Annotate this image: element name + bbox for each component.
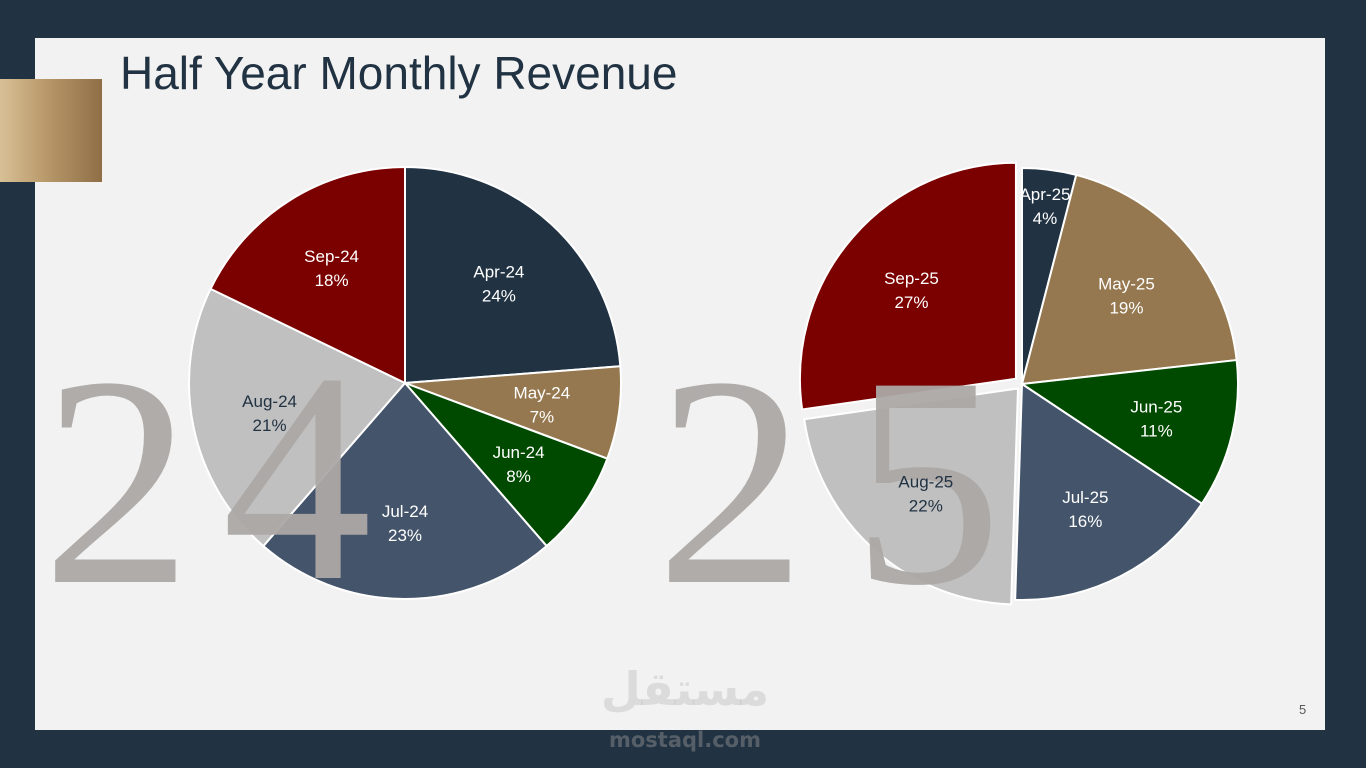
data-label-jun-24: Jun-24 8% — [493, 443, 545, 486]
data-label-month: Jul-24 — [382, 502, 428, 521]
year-digit: 5 — [852, 315, 1002, 647]
data-label-percent: 21% — [253, 416, 287, 435]
data-label-month: Apr-24 — [473, 263, 524, 282]
pie-slice-aug-25 — [803, 387, 1020, 606]
data-label-aug-24: Aug-24 21% — [242, 392, 297, 435]
data-label-month: May-25 — [1098, 274, 1155, 293]
data-label-percent: 11% — [1140, 422, 1173, 441]
data-label-month: Jun-25 — [1130, 398, 1182, 417]
gold-accent-bar — [0, 79, 102, 182]
data-label-month: Apr-25 — [1019, 185, 1070, 204]
pie-chart-1: 2 4 Apr-24 24% May-24 7% Jun-24 8% Jul-24 23% Aug-… — [42, 165, 622, 647]
data-label-sep-24: Sep-24 18% — [304, 247, 359, 290]
watermark-latin: mostaql.com — [609, 728, 761, 752]
data-label-apr-25: Apr-25 4% — [1019, 185, 1070, 228]
data-label-month: Jul-25 — [1062, 488, 1108, 507]
data-label-percent: 7% — [530, 407, 555, 426]
data-label-percent: 23% — [388, 526, 422, 545]
year-digit: 2 — [656, 315, 806, 647]
data-label-apr-24: Apr-24 24% — [473, 263, 524, 306]
pie-slice-jul-24 — [261, 381, 549, 601]
data-label-percent: 4% — [1033, 209, 1058, 228]
data-label-month: May-24 — [514, 383, 571, 402]
data-label-month: Sep-24 — [304, 247, 359, 266]
pie-slice-jun-24 — [404, 382, 609, 548]
pie-slice-jun-25 — [1019, 358, 1239, 506]
data-label-month: Sep-25 — [884, 269, 939, 288]
data-label-percent: 19% — [1109, 298, 1143, 317]
page-number: 5 — [1299, 702, 1307, 717]
slide-title: Half Year Monthly Revenue — [120, 47, 678, 99]
data-label-percent: 22% — [909, 496, 943, 515]
data-label-month: Aug-24 — [242, 392, 297, 411]
pie-slice-jul-25 — [1014, 382, 1204, 601]
data-label-aug-25: Aug-25 22% — [898, 472, 953, 515]
data-label-percent: 27% — [894, 293, 928, 312]
year-digit: 4 — [222, 311, 372, 643]
data-label-jul-25: Jul-25 16% — [1062, 488, 1108, 531]
data-label-percent: 24% — [482, 287, 516, 306]
pie-chart-2: 2 5 Apr-25 4% May-25 19% Jun-25 11% Jul-25 16% Aug… — [656, 161, 1239, 647]
data-label-percent: 18% — [315, 271, 349, 290]
pie-slice-aug-24 — [188, 287, 407, 548]
data-label-jun-25: Jun-25 11% — [1130, 398, 1182, 441]
watermark-arabic: مستقل — [600, 662, 770, 716]
pie-slice-apr-24 — [404, 165, 622, 385]
data-label-may-25: May-25 19% — [1098, 274, 1155, 317]
year-digit: 2 — [42, 315, 192, 647]
pie-slice-sep-24 — [209, 165, 406, 385]
pie-slice-sep-25 — [799, 161, 1017, 411]
data-label-sep-25: Sep-25 27% — [884, 269, 939, 312]
data-label-percent: 16% — [1068, 512, 1102, 531]
data-label-month: Jun-24 — [493, 443, 545, 462]
pie-slice-may-25 — [1020, 173, 1238, 386]
data-label-jul-24: Jul-24 23% — [382, 502, 428, 545]
data-label-month: Aug-25 — [898, 472, 953, 491]
data-label-may-24: May-24 7% — [514, 383, 571, 426]
data-label-percent: 8% — [506, 467, 531, 486]
